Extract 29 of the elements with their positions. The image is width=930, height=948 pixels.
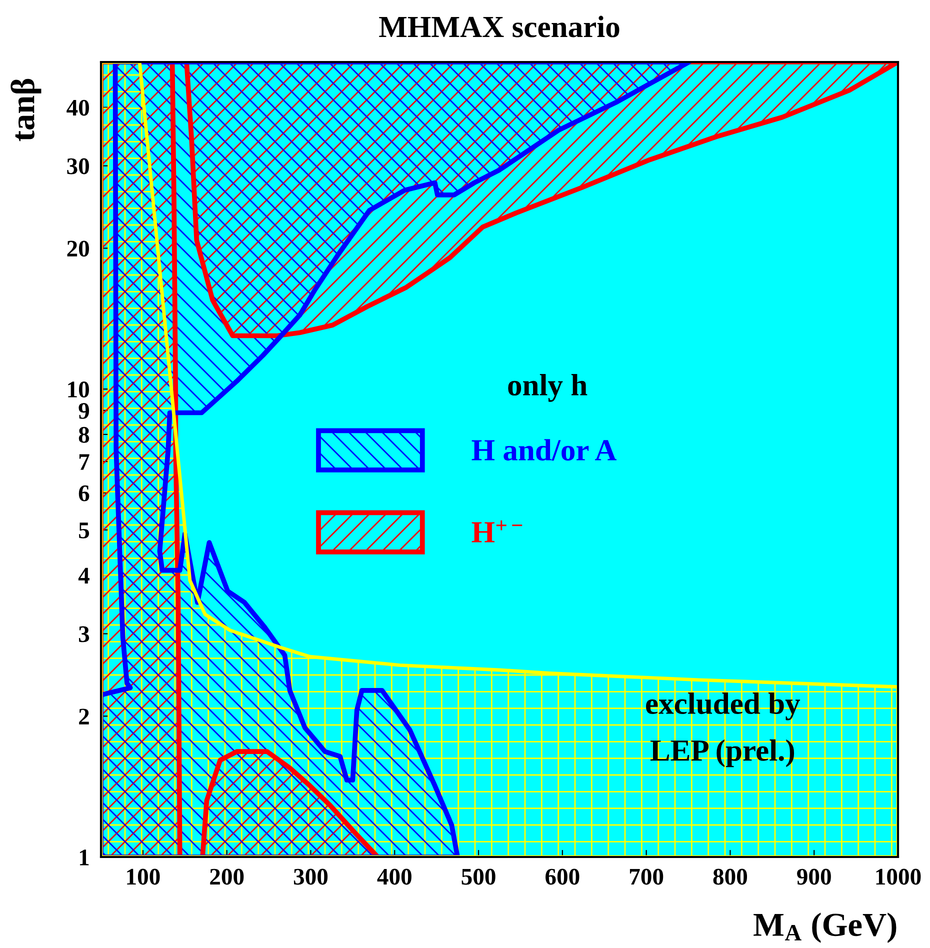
x-axis-title: M$_{A}$ (GeV) xyxy=(754,912,896,943)
legend-label: H and/or A xyxy=(472,439,617,461)
annotation: only h xyxy=(508,374,588,402)
y-tick-label: 30 xyxy=(67,158,89,174)
y-tick-label: 3 xyxy=(78,626,90,642)
y-tick-label: 2 xyxy=(79,708,89,724)
x-tick-label: 100 xyxy=(127,868,160,885)
x-tick-label: 600 xyxy=(546,868,580,885)
x-tick-label: 400 xyxy=(377,868,412,885)
x-tick-label: 500 xyxy=(462,868,496,885)
x-tick-label: 700 xyxy=(630,868,664,885)
x-tick-label: 900 xyxy=(797,868,831,885)
y-tick-label: 7 xyxy=(79,454,90,470)
x-tick-label: 1000 xyxy=(876,868,921,885)
y-tick-label: 9 xyxy=(78,403,90,419)
y-tick-label: 1 xyxy=(80,850,89,866)
y-tick-label: 20 xyxy=(67,240,89,257)
y-tick-label: 10 xyxy=(68,382,89,398)
x-tick-label: 200 xyxy=(210,868,244,885)
y-tick-label: 4 xyxy=(78,568,90,584)
y-tick-label: 5 xyxy=(79,522,90,538)
legend-label: H$^{+−}$ xyxy=(472,520,522,542)
y-axis-title: tanβ xyxy=(10,78,42,142)
chart-title: MHMAX scenario xyxy=(379,16,620,38)
x-tick-label: 300 xyxy=(294,868,328,885)
x-tick-label: 800 xyxy=(713,868,748,885)
y-tick-label: 6 xyxy=(78,485,90,502)
y-tick-label: 8 xyxy=(78,426,90,443)
y-tick-label: 40 xyxy=(66,100,89,116)
